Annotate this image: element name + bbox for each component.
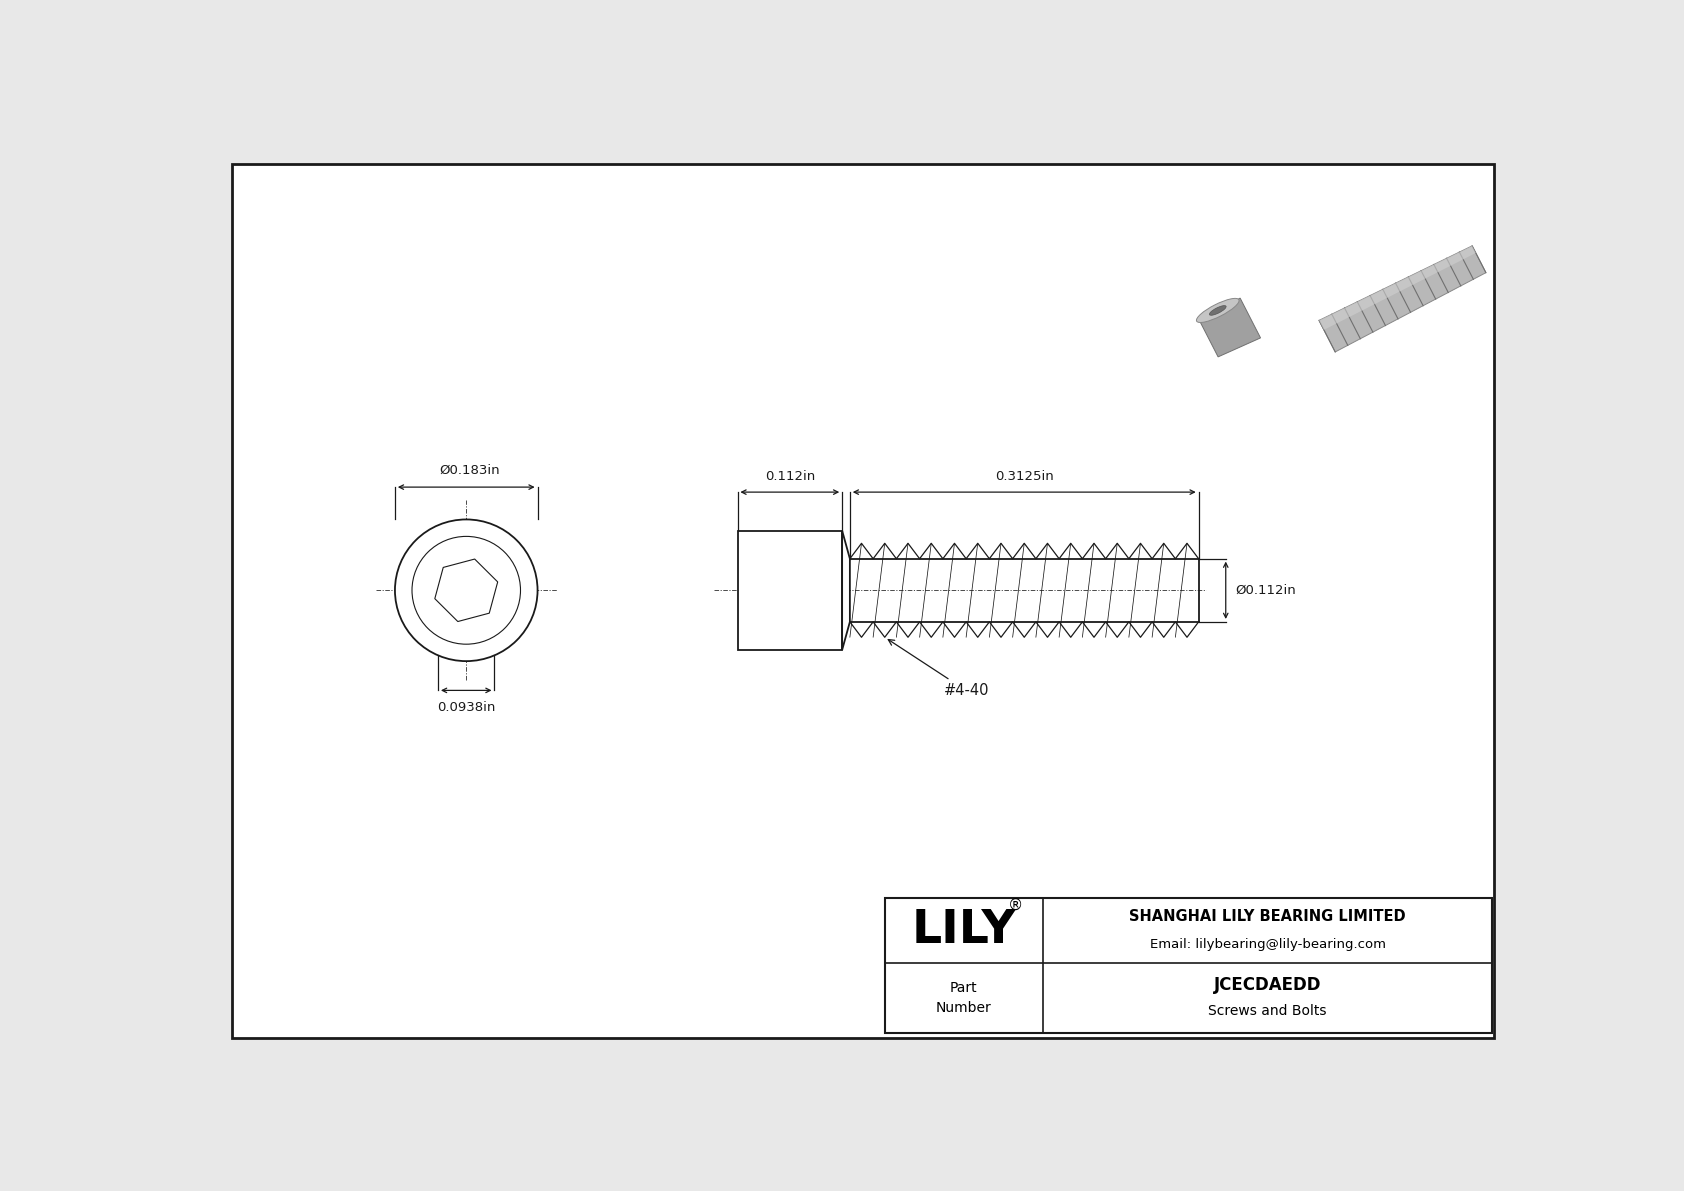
Circle shape xyxy=(396,519,537,661)
Text: 0.112in: 0.112in xyxy=(765,470,815,482)
Polygon shape xyxy=(842,531,850,650)
Ellipse shape xyxy=(1209,306,1226,316)
Text: JCECDAEDD: JCECDAEDD xyxy=(1214,975,1322,994)
Text: Screws and Bolts: Screws and Bolts xyxy=(1209,1004,1327,1018)
Polygon shape xyxy=(434,559,498,622)
Polygon shape xyxy=(1199,298,1261,357)
Text: ®: ® xyxy=(1009,898,1024,912)
Text: Email: lilybearing@lily-bearing.com: Email: lilybearing@lily-bearing.com xyxy=(1150,939,1386,950)
Text: LILY: LILY xyxy=(911,908,1015,953)
Ellipse shape xyxy=(1196,299,1239,323)
Polygon shape xyxy=(1319,245,1485,353)
Bar xyxy=(884,898,1492,1033)
Text: Ø0.183in: Ø0.183in xyxy=(440,464,500,478)
Text: SHANGHAI LILY BEARING LIMITED: SHANGHAI LILY BEARING LIMITED xyxy=(1130,909,1406,924)
Text: Ø0.112in: Ø0.112in xyxy=(1234,584,1295,597)
Text: 0.0938in: 0.0938in xyxy=(438,701,495,715)
Bar xyxy=(738,531,842,650)
Circle shape xyxy=(413,536,520,644)
Text: 0.3125in: 0.3125in xyxy=(995,470,1054,482)
Text: Part
Number: Part Number xyxy=(936,981,992,1015)
Polygon shape xyxy=(1319,245,1475,330)
Text: #4-40: #4-40 xyxy=(887,640,989,698)
